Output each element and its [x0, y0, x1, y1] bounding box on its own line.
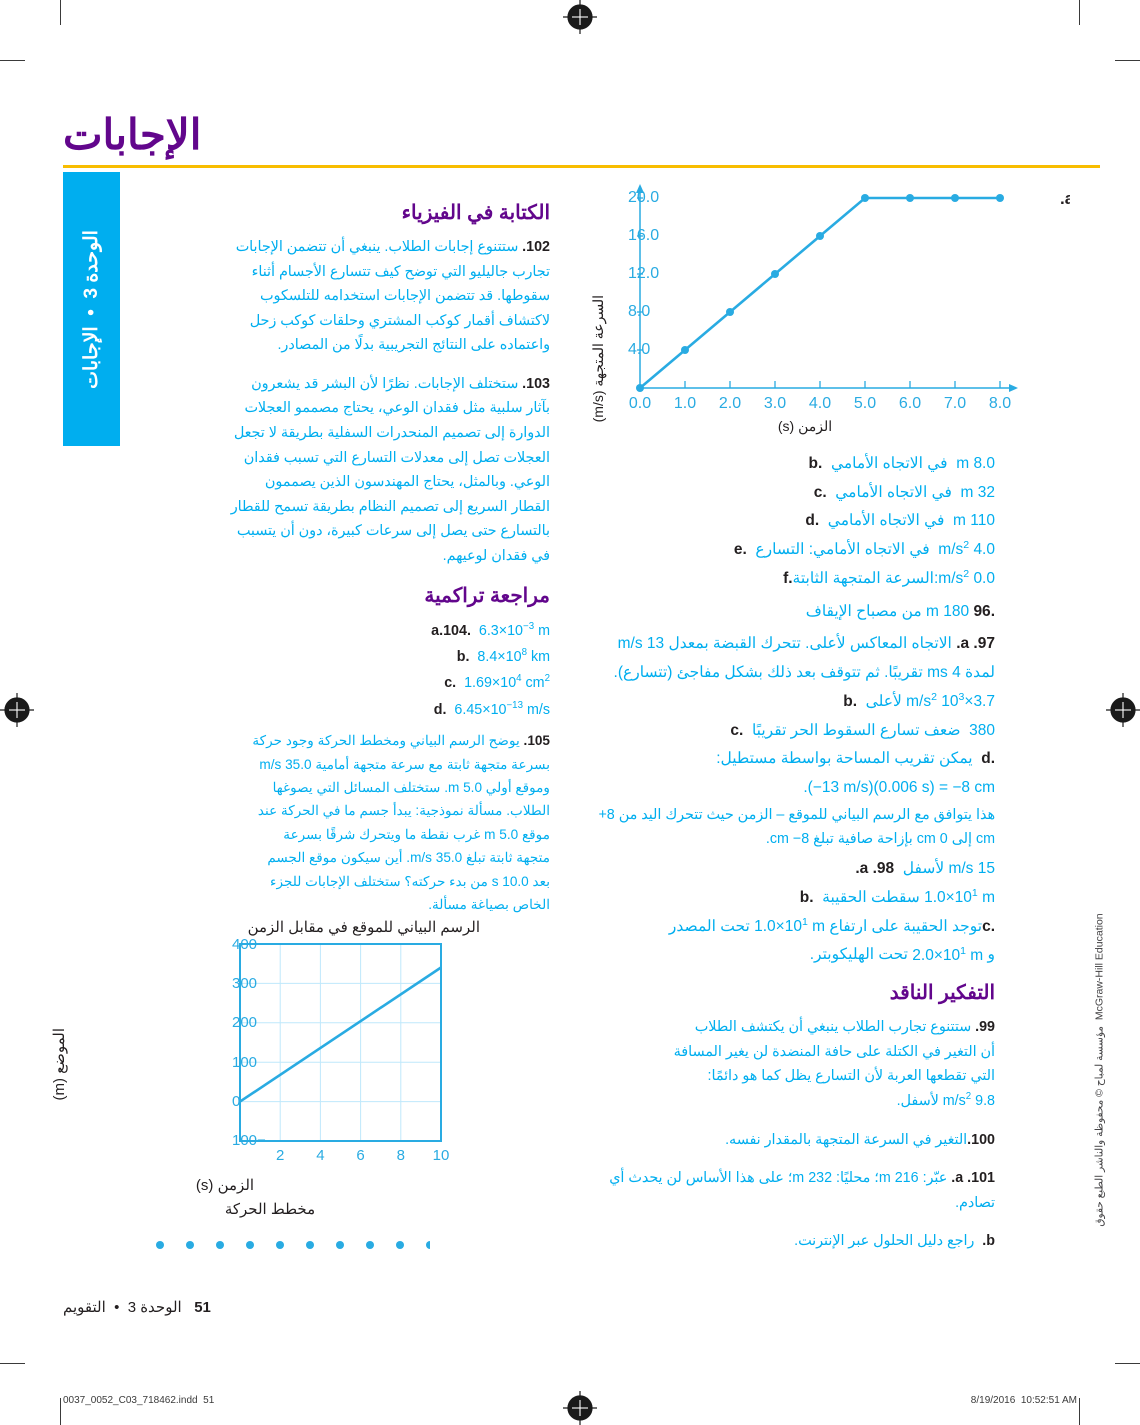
svg-text:−100: −100: [232, 1132, 266, 1149]
svg-text:200: 200: [232, 1014, 257, 1031]
svg-text:6.0: 6.0: [899, 395, 921, 412]
svg-text:0: 0: [232, 1093, 240, 1110]
svg-text:16.0: 16.0: [628, 227, 659, 244]
svg-text:100: 100: [232, 1054, 257, 1071]
svg-text:1.0: 1.0: [674, 395, 696, 412]
svg-text:5.0: 5.0: [854, 395, 876, 412]
svg-text:2: 2: [276, 1147, 284, 1164]
svg-text:3.0: 3.0: [764, 395, 786, 412]
svg-text:7.0: 7.0: [944, 395, 966, 412]
svg-text:6: 6: [356, 1147, 364, 1164]
svg-text:8: 8: [397, 1147, 405, 1164]
svg-text:95. a.: 95. a.: [1060, 189, 1070, 208]
svg-text:4.0: 4.0: [809, 395, 831, 412]
svg-text:0.0: 0.0: [629, 395, 651, 412]
svg-text:4: 4: [316, 1147, 324, 1164]
svg-text:8.0: 8.0: [628, 303, 650, 320]
svg-text:4.0: 4.0: [628, 341, 650, 358]
svg-text:10: 10: [433, 1147, 450, 1164]
svg-text:300: 300: [232, 975, 257, 992]
svg-text:20.0: 20.0: [628, 189, 659, 206]
svg-text:12.0: 12.0: [628, 265, 659, 282]
svg-text:2.0: 2.0: [719, 395, 741, 412]
svg-text:400: 400: [232, 936, 257, 953]
svg-text:8.0: 8.0: [989, 395, 1011, 412]
